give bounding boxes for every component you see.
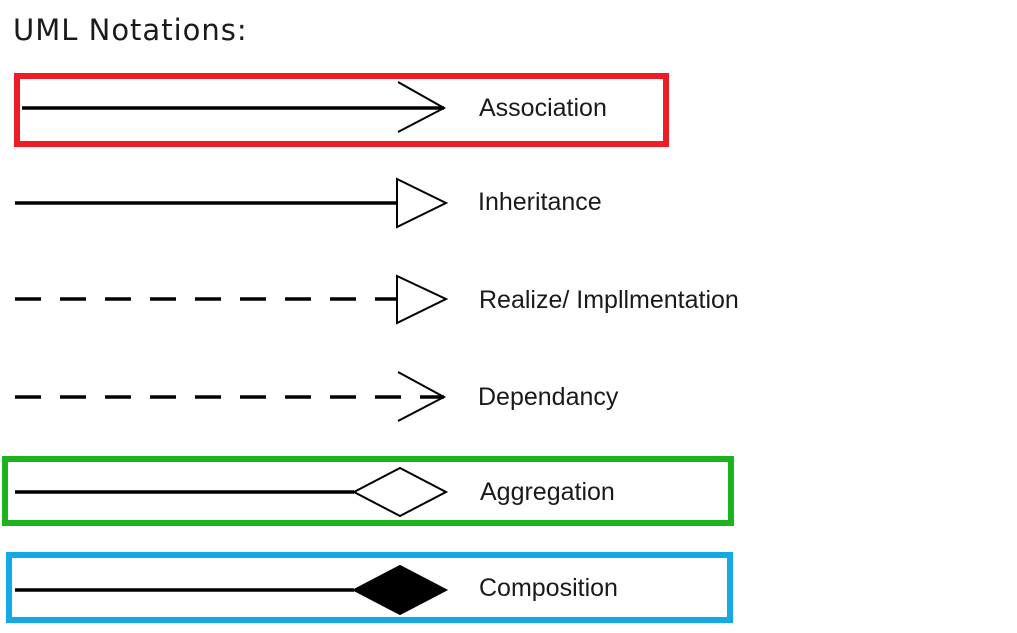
notation-aggregation: Aggregation	[2, 456, 734, 526]
realization-label: Realize/ Impllmentation	[479, 286, 739, 314]
aggregation-highlight-frame	[2, 456, 734, 526]
hollow-diamond-icon	[351, 466, 449, 518]
hollow-triangle-icon	[396, 274, 449, 325]
diagram-title: UML Notations:	[13, 13, 248, 47]
composition-label: Composition	[479, 574, 618, 602]
notation-composition: Composition	[6, 552, 733, 623]
inheritance-label: Inheritance	[478, 188, 602, 216]
notation-association: Association	[14, 73, 669, 147]
filled-diamond-icon	[351, 564, 449, 616]
composition-highlight-frame	[6, 552, 733, 623]
notation-dependency: Dependancy	[15, 371, 619, 422]
association-highlight-frame	[14, 73, 669, 147]
open-arrow-icon	[397, 371, 447, 422]
open-arrow-icon	[397, 81, 447, 133]
notation-inheritance: Inheritance	[15, 177, 602, 229]
dependency-label: Dependancy	[478, 383, 619, 411]
hollow-triangle-icon	[396, 177, 449, 229]
notation-realization: Realize/ Impllmentation	[15, 274, 739, 325]
aggregation-label: Aggregation	[480, 478, 615, 506]
association-label: Association	[479, 94, 607, 122]
